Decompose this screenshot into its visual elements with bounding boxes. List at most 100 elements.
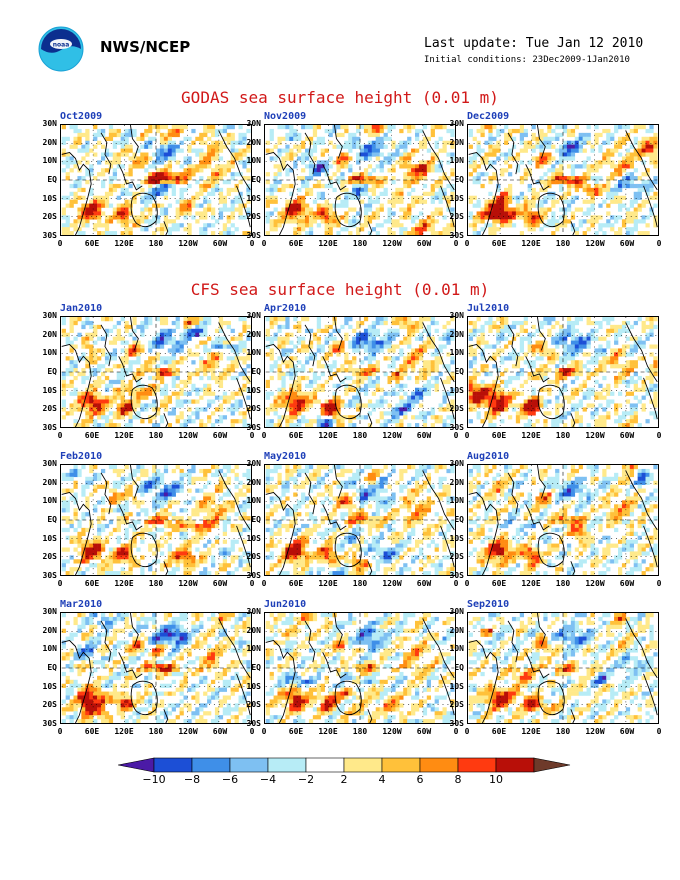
- x-tick-label: 60W: [212, 727, 228, 736]
- y-tick-label: 30N: [42, 311, 57, 320]
- colorbar-segment: [267, 757, 307, 773]
- x-tick-label: 120E: [521, 431, 541, 440]
- x-tick-label: 180: [555, 239, 571, 248]
- y-tick-label: 30S: [449, 571, 464, 580]
- noaa-logo: noaa: [38, 26, 84, 72]
- map-panel: [467, 612, 659, 724]
- y-tick-label: 20S: [449, 404, 464, 414]
- y-tick-label: EQ: [454, 367, 464, 376]
- x-tick-label: 120E: [114, 239, 134, 248]
- y-tick-label: 10S: [42, 193, 57, 203]
- x-tick-label: 0: [249, 431, 255, 440]
- panel-label: Mar2010: [60, 599, 103, 610]
- colorbar-segment: [229, 757, 269, 773]
- y-tick-label: 30S: [246, 571, 261, 580]
- y-tick-label: 20N: [246, 329, 261, 339]
- x-tick-label: 60W: [212, 239, 228, 248]
- x-tick-label: 0: [249, 579, 255, 588]
- y-tick-label: 20S: [42, 212, 57, 222]
- y-tick-label: EQ: [454, 663, 464, 672]
- colorbar-label: −2: [297, 773, 315, 786]
- colorbar-segment: [153, 757, 193, 773]
- x-tick-label: 0: [249, 239, 255, 248]
- y-tick-label: 30N: [449, 607, 464, 616]
- colorbar-segment: [419, 757, 459, 773]
- colorbar-label: 6: [416, 773, 424, 786]
- x-tick-label: 120W: [585, 727, 605, 736]
- x-tick-label: 0: [656, 239, 662, 248]
- map-panel: [60, 316, 252, 428]
- panel-label: Jan2010: [60, 303, 103, 314]
- map-panel: [60, 612, 252, 724]
- x-tick-label: 60E: [288, 239, 304, 248]
- x-tick-label: 120W: [178, 239, 198, 248]
- x-tick-label: 120E: [318, 239, 338, 248]
- x-tick-label: 120E: [521, 579, 541, 588]
- x-tick-label: 60E: [491, 579, 507, 588]
- y-tick-label: 20N: [449, 477, 464, 487]
- x-tick-label: 120W: [382, 727, 402, 736]
- x-tick-label: 120W: [178, 727, 198, 736]
- panel-label: Sep2010: [467, 599, 510, 610]
- y-tick-label: 20N: [42, 329, 57, 339]
- x-tick-label: 180: [352, 579, 368, 588]
- y-tick-label: EQ: [47, 663, 57, 672]
- y-tick-label: 30N: [42, 119, 57, 128]
- colorbar-max-arrow: [533, 757, 571, 773]
- map-panel: [264, 124, 456, 236]
- x-tick-label: 60W: [416, 727, 432, 736]
- colorbar-label: 8: [454, 773, 462, 786]
- x-tick-label: 180: [148, 727, 164, 736]
- y-tick-label: 10N: [42, 156, 57, 166]
- y-tick-label: 10S: [449, 193, 464, 203]
- y-tick-label: 10N: [449, 644, 464, 654]
- colorbar-label: 10: [489, 773, 503, 786]
- x-tick-label: 60E: [84, 239, 100, 248]
- x-tick-label: 0: [261, 239, 267, 248]
- initial-conditions: Initial conditions: 23Dec2009-1Jan2010: [424, 55, 630, 65]
- x-tick-label: 0: [453, 431, 459, 440]
- y-tick-label: 10S: [449, 385, 464, 395]
- y-tick-label: 30S: [42, 719, 57, 728]
- colorbar-segment: [381, 757, 421, 773]
- map-panel: [60, 124, 252, 236]
- y-tick-label: 10N: [42, 644, 57, 654]
- x-tick-label: 60E: [288, 431, 304, 440]
- x-tick-label: 120W: [585, 579, 605, 588]
- x-tick-label: 120W: [178, 431, 198, 440]
- svg-text:noaa: noaa: [53, 42, 70, 49]
- y-tick-label: EQ: [251, 175, 261, 184]
- y-tick-label: 20S: [42, 404, 57, 414]
- x-tick-label: 120E: [114, 727, 134, 736]
- x-tick-label: 180: [555, 431, 571, 440]
- y-tick-label: 10S: [246, 385, 261, 395]
- x-tick-label: 120E: [318, 727, 338, 736]
- x-tick-label: 60E: [491, 431, 507, 440]
- x-tick-label: 60W: [619, 431, 635, 440]
- last-update: Last update: Tue Jan 12 2010: [424, 36, 644, 51]
- y-tick-label: 10S: [246, 193, 261, 203]
- x-tick-label: 60W: [619, 727, 635, 736]
- x-tick-label: 0: [464, 727, 470, 736]
- x-tick-label: 120E: [521, 727, 541, 736]
- y-tick-label: 20S: [42, 552, 57, 562]
- x-tick-label: 0: [261, 431, 267, 440]
- x-tick-label: 60W: [619, 239, 635, 248]
- y-tick-label: EQ: [47, 367, 57, 376]
- y-tick-label: 10N: [246, 348, 261, 358]
- y-tick-label: 20N: [246, 137, 261, 147]
- y-tick-label: 30N: [449, 459, 464, 468]
- y-tick-label: EQ: [454, 515, 464, 524]
- panel-label: Jul2010: [467, 303, 510, 314]
- x-tick-label: 120E: [521, 239, 541, 248]
- x-tick-label: 120W: [382, 239, 402, 248]
- x-tick-label: 0: [57, 727, 63, 736]
- colorbar-label: −4: [259, 773, 277, 786]
- x-tick-label: 60E: [491, 239, 507, 248]
- map-panel: [467, 464, 659, 576]
- x-tick-label: 60W: [212, 431, 228, 440]
- y-tick-label: 30N: [246, 311, 261, 320]
- y-tick-label: 30N: [449, 311, 464, 320]
- y-tick-label: 20N: [449, 137, 464, 147]
- panel-label: Dec2009: [467, 111, 510, 122]
